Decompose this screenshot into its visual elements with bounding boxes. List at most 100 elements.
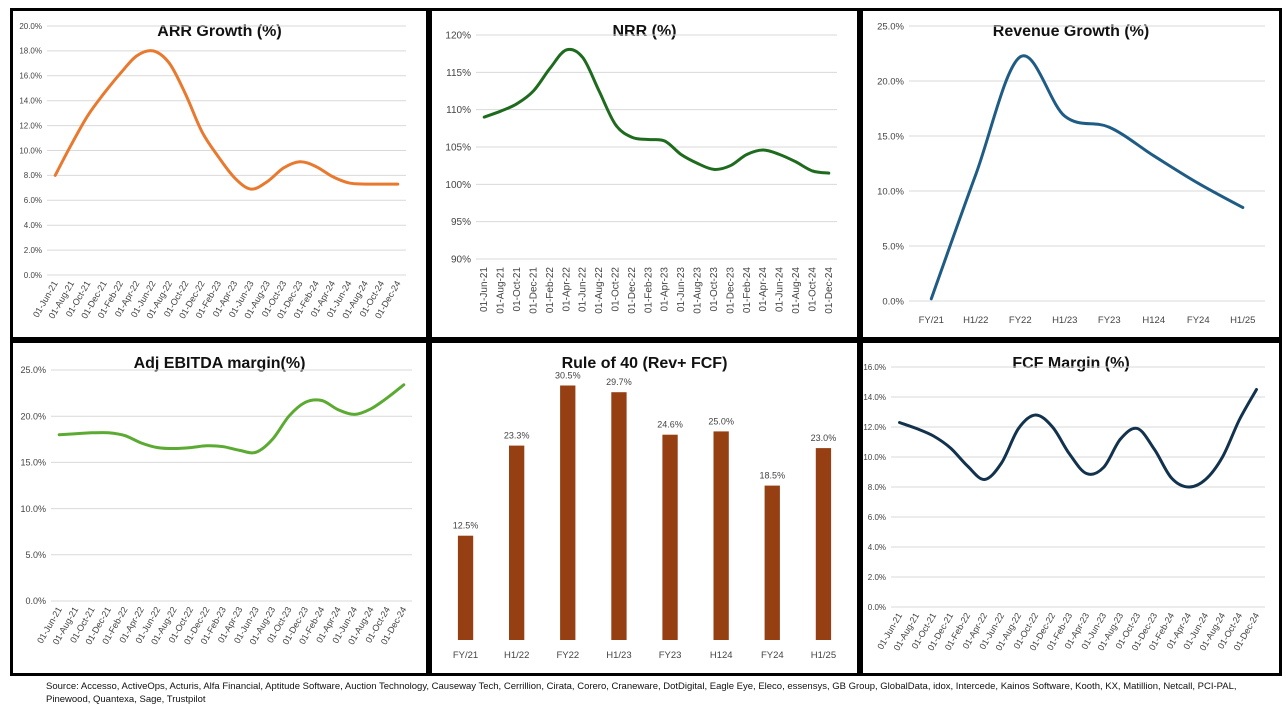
source-note: Source: Accesso, ActiveOps, Acturis, Alf… (46, 681, 1237, 705)
data-point (1170, 477, 1173, 479)
data-point (1242, 206, 1244, 209)
x-tick-label: FY/21 (919, 315, 944, 326)
data-point (233, 177, 236, 179)
data-point (915, 427, 918, 430)
data-point (795, 161, 797, 163)
data-label: 23.3% (504, 431, 530, 441)
data-point (152, 50, 154, 52)
y-tick-label: 0.0% (882, 296, 904, 307)
x-tick-label: 01-Jun-21 (479, 267, 490, 312)
data-point (337, 408, 340, 411)
data-point (54, 174, 56, 177)
data-point (173, 447, 175, 450)
data-point (499, 110, 502, 112)
revenue-growth-chart: 0.0% 5.0% 10.0% 15.0% 20.0% 25.0% FY/21 H1/22 FY… (877, 21, 1265, 326)
fcf-margin-panel: FCF Margin (%) 0.0% 2.0% 4.0% 6.0% 8.0% 10.0%… (860, 340, 1282, 676)
ebitda-margin-title: Adj EBITDA margin(%) (133, 355, 306, 372)
data-point (932, 435, 935, 437)
data-point (266, 180, 269, 183)
x-tick-label: FY24 (761, 650, 784, 661)
data-point (1019, 56, 1022, 58)
data-point (304, 401, 307, 404)
y-tick-label: 4.0% (24, 221, 42, 230)
y-tick-label: 5.0% (25, 550, 46, 560)
nrr-title: NRR (%) (612, 23, 677, 40)
bar (713, 431, 729, 640)
x-tick-label: H1/22 (963, 315, 988, 326)
data-point (91, 432, 93, 434)
x-tick-label: H1/22 (504, 650, 529, 661)
y-tick-label: 14.0% (863, 393, 886, 402)
y-tick-label: 8.0% (24, 171, 42, 180)
x-tick-label: FY24 (1187, 315, 1210, 326)
data-point (516, 102, 518, 105)
x-tick-label: 01-Oct-22 (610, 267, 621, 312)
x-tick-label: 01-Apr-22 (561, 267, 572, 312)
data-point (140, 442, 143, 444)
data-point (282, 167, 285, 169)
data-point (124, 434, 126, 437)
data-point (1000, 462, 1003, 464)
y-tick-label: 14.0% (19, 97, 42, 106)
data-point (1064, 115, 1066, 117)
data-point (107, 432, 110, 434)
data-point (74, 433, 77, 435)
y-tick-label: 0.0% (24, 271, 42, 280)
x-tick-label: 01-Oct-23 (709, 267, 720, 312)
fcf-margin-chart: 0.0% 2.0% 4.0% 6.0% 8.0% 10.0% 12.0% 14.0% 16.0%… (863, 363, 1265, 652)
x-tick-label: 01-Feb-23 (643, 267, 654, 314)
data-point (222, 445, 225, 448)
ebitda-margin-chart: 0.0%5.0%10.0%15.0%20.0%25.0%01-Jun-2101-… (20, 365, 412, 646)
data-point (532, 90, 535, 92)
nrr-chart: 90% 95% 100% 105% 110% 115% 120% 01-Jun-21 01-Au… (445, 31, 837, 314)
data-point (1068, 453, 1071, 455)
revenue-growth-panel: Revenue Growth (%) 0.0% 5.0% 10.0% 15.0% 20.… (860, 8, 1282, 340)
data-point (1197, 182, 1200, 185)
y-tick-label: 12.0% (19, 121, 42, 130)
series-line (482, 47, 831, 175)
x-tick-label: 01-Oct-21 (512, 267, 523, 312)
data-point (1108, 126, 1111, 128)
data-point (103, 92, 105, 94)
data-point (1034, 414, 1037, 416)
x-tick-label: FY22 (556, 650, 579, 661)
y-tick-label: 2.0% (868, 573, 886, 582)
bar (509, 445, 525, 640)
data-point (483, 116, 485, 118)
x-tick-label: 01-Jun-24 (775, 267, 786, 312)
y-tick-label: 12.0% (863, 423, 886, 432)
data-point (321, 399, 323, 402)
rule-of-40-chart: 12.5% FY/21 23.3% H1/22 30.5% FY22 29.7% H1/23 2… (453, 371, 836, 661)
bar (764, 485, 780, 640)
data-point (184, 93, 187, 96)
y-tick-label: 16.0% (19, 72, 42, 81)
data-point (168, 62, 171, 65)
x-tick-label: H124 (1142, 315, 1165, 326)
y-tick-label: 4.0% (868, 543, 886, 552)
data-point (1136, 427, 1139, 430)
series-line (53, 49, 400, 191)
arr-growth-title: ARR Growth (%) (157, 23, 282, 40)
bar (815, 448, 832, 640)
data-point (663, 140, 666, 142)
x-tick-label: 01-Aug-22 (594, 267, 605, 314)
bar (560, 385, 576, 640)
data-point (549, 67, 551, 70)
data-label: 24.6% (657, 420, 683, 430)
x-tick-label: FY/21 (453, 650, 478, 661)
x-tick-label: H1/23 (1052, 315, 1077, 326)
x-tick-label: 01-Feb-22 (545, 267, 556, 314)
x-tick-label: 01-Jun-23 (676, 267, 687, 312)
series-line (57, 383, 406, 455)
x-tick-label: 01-Oct-24 (807, 267, 818, 312)
data-point (828, 172, 830, 174)
y-tick-label: 10.0% (877, 186, 904, 197)
y-tick-label: 110% (446, 105, 471, 116)
data-point (217, 155, 220, 158)
data-point (565, 49, 568, 51)
x-tick-label: 01-Jun-22 (578, 267, 589, 312)
data-point (364, 183, 367, 185)
data-point (397, 183, 399, 185)
ebitda-margin-panel: Adj EBITDA margin(%) 0.0% 5.0% 10.0% 15.0% 2… (10, 340, 429, 676)
data-point (238, 449, 241, 452)
